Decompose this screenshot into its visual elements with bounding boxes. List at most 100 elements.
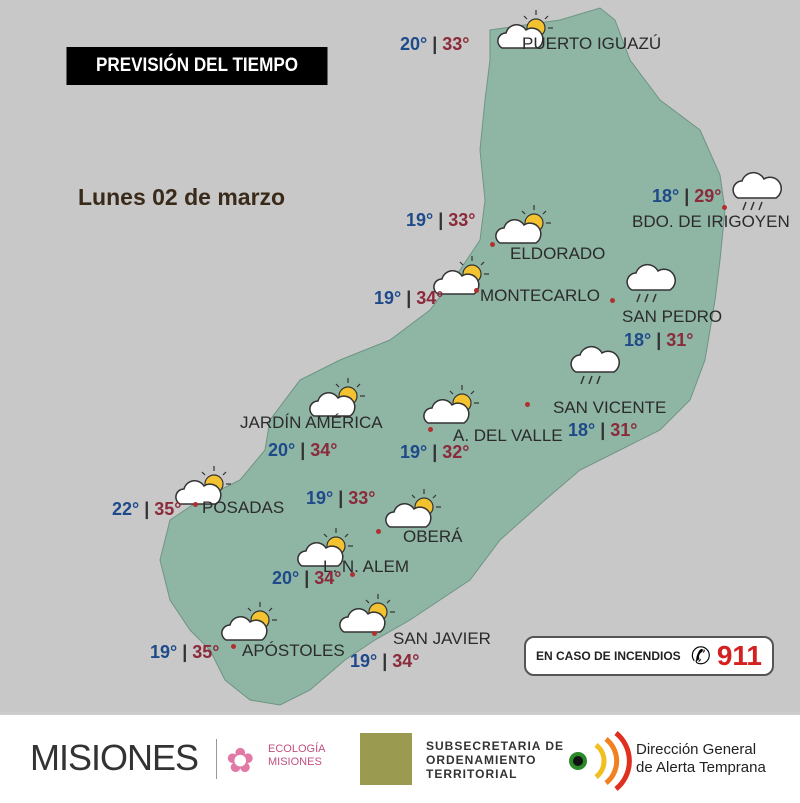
- partly-cloudy-icon: [494, 203, 554, 254]
- city-temperatures: 18° | 31°: [568, 420, 638, 440]
- city-marker: [350, 572, 355, 577]
- city-marker: [193, 502, 198, 507]
- footer-logos: MISIONES ✿ ECOLOGÍA MISIONES SUBSECRETARI…: [0, 712, 800, 803]
- city-temperatures: 22° | 35°: [112, 499, 182, 519]
- partly-cloudy-icon: [296, 526, 356, 577]
- city-name: JARDÍN AMÉRICA: [240, 413, 383, 432]
- emergency-number: 911: [716, 640, 762, 671]
- city-name: POSADAS: [202, 498, 285, 517]
- city-name: APÓSTOLES: [242, 641, 345, 660]
- emergency-label: EN CASO DE INCENDIOS: [536, 649, 681, 663]
- eco-line: MISIONES: [268, 756, 322, 768]
- city-marker: [376, 529, 381, 534]
- city-marker: [231, 644, 236, 649]
- partly-cloudy-icon: [220, 600, 280, 651]
- city-temperatures: 19° | 34°: [374, 288, 444, 308]
- max-temp: 31°: [610, 420, 638, 440]
- min-temp: 19°: [400, 442, 428, 462]
- city-marker: [428, 427, 433, 432]
- min-temp: 19°: [374, 288, 402, 308]
- rain-icon: [566, 344, 622, 391]
- city-name: MONTECARLO: [480, 286, 600, 305]
- city-marker: [490, 242, 495, 247]
- sub-line: SUBSECRETARIA DE: [426, 739, 565, 753]
- min-temp: 18°: [568, 420, 596, 440]
- min-temp: 22°: [112, 499, 140, 519]
- max-temp: 34°: [392, 651, 420, 671]
- ecologia-logo: ECOLOGÍA MISIONES: [268, 743, 325, 769]
- partly-cloudy-icon: [384, 487, 444, 538]
- max-temp: 34°: [314, 568, 342, 588]
- min-temp: 20°: [272, 568, 300, 588]
- city-name: A. DEL VALLE: [453, 426, 563, 445]
- city-marker: [525, 402, 530, 407]
- city-marker: [372, 631, 377, 636]
- min-temp: 19°: [306, 488, 334, 508]
- max-temp: 34°: [416, 288, 444, 308]
- dir-line: de Alerta Temprana: [636, 759, 766, 776]
- partly-cloudy-icon: [432, 254, 492, 305]
- city-temperatures: 20° | 34°: [268, 440, 338, 460]
- city-temperatures: 19° | 33°: [306, 488, 376, 508]
- max-temp: 32°: [442, 442, 470, 462]
- min-temp: 19°: [406, 210, 434, 230]
- city-temperatures: 18° | 29°: [652, 186, 722, 206]
- max-temp: 31°: [666, 330, 694, 350]
- misiones-logo: MISIONES: [30, 737, 199, 778]
- min-temp: 19°: [150, 642, 178, 662]
- eco-line: ECOLOGÍA: [268, 743, 326, 755]
- min-temp: 20°: [268, 440, 296, 460]
- partly-cloudy-icon: [422, 383, 482, 434]
- min-temp: 19°: [350, 651, 378, 671]
- max-temp: 35°: [192, 642, 220, 662]
- alert-signal-icon: [569, 731, 632, 791]
- city-name: ELDORADO: [510, 244, 606, 263]
- province-shape: [159, 7, 726, 706]
- min-temp: 18°: [624, 330, 652, 350]
- city-temperatures: 19° | 32°: [400, 442, 470, 462]
- city-name: SAN VICENTE: [553, 398, 667, 417]
- min-temp: 20°: [400, 34, 428, 54]
- dir-line: Dirección General: [636, 741, 757, 758]
- city-name: PUERTO IGUAZÚ: [522, 34, 662, 53]
- rain-icon: [622, 262, 678, 309]
- sub-line: TERRITORIAL: [426, 767, 518, 781]
- territorial-logo-icon: [360, 733, 412, 785]
- city-temperatures: 20° | 34°: [272, 568, 342, 588]
- city-name: SAN PEDRO: [622, 307, 723, 326]
- city-temperatures: 19° | 35°: [150, 642, 220, 662]
- city-temperatures: 20° | 33°: [400, 34, 470, 54]
- misiones-map: [159, 7, 726, 706]
- city-temperatures: 18° | 31°: [624, 330, 694, 350]
- partly-cloudy-icon: [338, 592, 398, 643]
- fire-emergency-banner: EN CASO DE INCENDIOS ✆ 911: [524, 636, 774, 676]
- partly-cloudy-icon: [308, 376, 368, 427]
- subsecretaria-logo: SUBSECRETARIA DE ORDENAMIENTO TERRITORIAL: [426, 739, 564, 781]
- max-temp: 33°: [448, 210, 476, 230]
- forecast-date: Lunes 02 de marzo: [78, 184, 286, 210]
- city-marker: [474, 288, 479, 293]
- sub-line: ORDENAMIENTO: [426, 753, 537, 767]
- city-temperatures: 19° | 34°: [350, 651, 420, 671]
- max-temp: 29°: [694, 186, 722, 206]
- direccion-logo: Dirección General de Alerta Temprana: [636, 741, 766, 777]
- phone-icon: ✆: [690, 642, 711, 670]
- city-name: BDO. DE IRIGOYEN: [632, 212, 790, 231]
- city-name: L. N. ALEM: [323, 557, 409, 576]
- flower-icon: ✿: [226, 742, 255, 780]
- rain-icon: [728, 170, 784, 217]
- max-temp: 35°: [154, 499, 182, 519]
- city-marker: [610, 298, 615, 303]
- max-temp: 33°: [348, 488, 376, 508]
- partly-cloudy-icon: [496, 8, 556, 59]
- divider: [216, 739, 217, 779]
- city-name: SAN JAVIER: [393, 629, 491, 648]
- city-temperatures: 19° | 33°: [406, 210, 476, 230]
- city-name: OBERÁ: [403, 527, 463, 546]
- max-temp: 33°: [442, 34, 470, 54]
- partly-cloudy-icon: [174, 464, 234, 515]
- min-temp: 18°: [652, 186, 680, 206]
- max-temp: 34°: [310, 440, 338, 460]
- page-title: PREVISIÓN DEL TIEMPO: [66, 47, 328, 85]
- city-marker: [722, 205, 727, 210]
